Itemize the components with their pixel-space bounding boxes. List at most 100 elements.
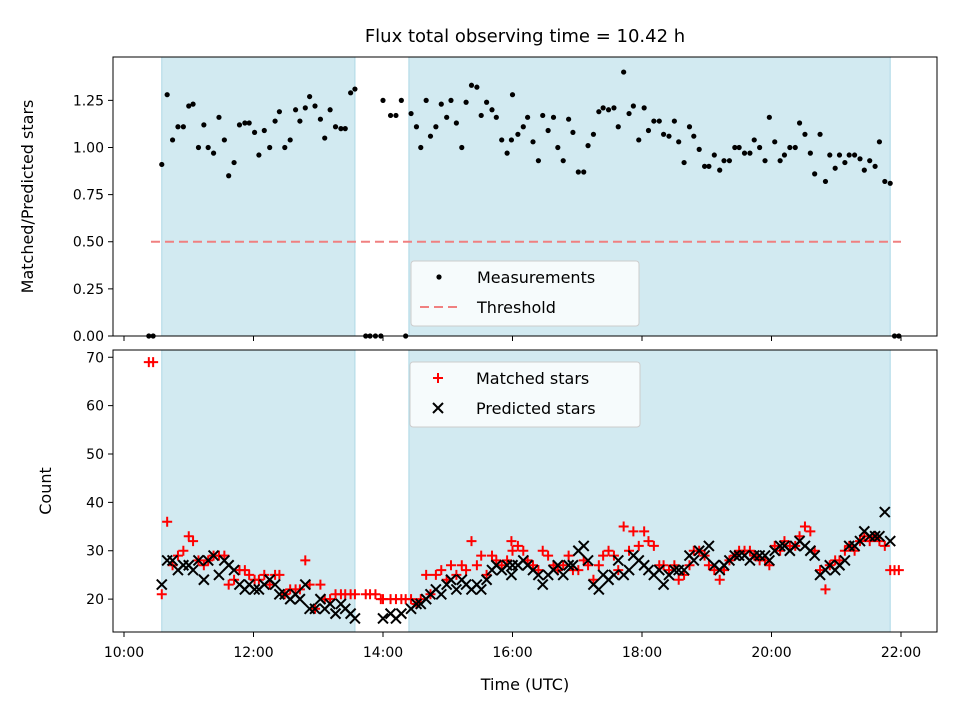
matched-point (481, 569, 492, 580)
matched-point (445, 560, 456, 571)
predicted-point (324, 598, 336, 610)
measurement-point (596, 109, 602, 115)
matched-point (436, 565, 447, 576)
y-axis-label: Matched/Predicted stars (18, 100, 37, 294)
measurement-point (216, 114, 222, 120)
y-tick-label: 50 (86, 447, 104, 463)
measurement-point (256, 152, 262, 158)
matched-point (430, 569, 441, 580)
predicted-point (435, 588, 447, 600)
measurement-point (236, 122, 243, 128)
y-tick-label: 0.25 (73, 282, 104, 298)
measurement-point (566, 116, 572, 122)
measurement-point (342, 126, 348, 132)
matched-point (253, 574, 264, 585)
matched-point (148, 357, 159, 368)
y-tick-label: 0.50 (73, 235, 104, 251)
measurement-point (221, 137, 227, 143)
measurement-point (867, 158, 873, 164)
matched-point (533, 565, 544, 576)
legend: Measurements Threshold (410, 260, 640, 327)
measurement-point (636, 137, 642, 143)
measurement-point (393, 112, 399, 119)
measurement-point (504, 150, 510, 156)
predicted-point (774, 540, 786, 552)
predicted-point (187, 564, 199, 576)
predicted-point (653, 564, 665, 576)
predicted-point (698, 549, 711, 562)
measurement-point (887, 180, 893, 186)
axes-frame (112, 56, 938, 337)
legend-box (409, 361, 641, 428)
predicted-point (668, 564, 681, 576)
measurement-point (762, 158, 768, 164)
measurement-point (210, 150, 217, 156)
measurement-point (322, 135, 328, 141)
measurement-point (686, 124, 693, 130)
predicted-point (623, 564, 635, 576)
measurement-point (398, 97, 404, 103)
measurement-point (671, 118, 677, 124)
matched-point (421, 569, 432, 580)
predicted-point (480, 574, 493, 586)
measurement-point (297, 118, 303, 124)
measurement-point (766, 114, 772, 120)
matched-point (264, 579, 275, 590)
y-tick-label: 70 (86, 350, 104, 366)
measurement-point (348, 90, 354, 96)
predicted-point (678, 564, 690, 576)
y-tick-label: 20 (86, 592, 104, 608)
measurement-point (499, 137, 505, 143)
measurement-point (630, 103, 636, 109)
measurement-point (802, 131, 808, 137)
measurement-point (493, 114, 499, 120)
predicted-point (475, 583, 487, 596)
observing-interval-1 (161, 56, 356, 337)
matched-point (512, 540, 523, 551)
y-tick-label: 1.00 (73, 140, 104, 156)
measurement-point (717, 167, 723, 173)
matched-point (259, 569, 270, 580)
legend-label: Threshold (476, 298, 556, 317)
measurement-point (164, 92, 170, 98)
y-tick-label: 30 (86, 544, 104, 560)
x-tick-label: 16:00 (492, 645, 532, 661)
measurement-point (292, 107, 299, 113)
legend-label: Predicted stars (476, 399, 596, 418)
measurement-point (413, 124, 420, 130)
series-predicted-stars (156, 506, 896, 625)
measurement-point (408, 110, 414, 117)
measurement-point (626, 110, 632, 117)
measurement-point (681, 159, 687, 166)
predicted-point (608, 569, 620, 581)
measurement-point (195, 144, 202, 151)
measurement-point (836, 152, 843, 158)
matched-point (815, 565, 826, 576)
matched-point (244, 569, 255, 580)
measurement-point (792, 144, 798, 151)
measurement-point (696, 146, 702, 152)
y-tick-label: 1.25 (73, 93, 104, 109)
matched-point (370, 589, 381, 600)
predicted-point (445, 574, 457, 586)
chart-title: Flux total observing time = 10.42 h (365, 26, 685, 47)
measurement-point (509, 92, 516, 98)
matched-point (603, 545, 614, 556)
predicted-point (879, 506, 891, 518)
predicted-point (166, 554, 179, 567)
matched-point (673, 574, 684, 585)
matched-point (558, 560, 569, 571)
predicted-point (854, 535, 866, 547)
measurement-point (508, 137, 515, 143)
predicted-point (763, 554, 776, 567)
matched-point (805, 526, 816, 537)
predicted-point (505, 569, 518, 581)
measurement-point (317, 116, 324, 122)
axes-frame (112, 349, 938, 633)
measurement-point (444, 114, 450, 120)
measurement-point (525, 114, 531, 120)
measurement-point (272, 118, 278, 124)
measurement-point (423, 97, 429, 103)
x-tick-label: 18:00 (622, 645, 662, 661)
measurement-point (226, 173, 232, 179)
